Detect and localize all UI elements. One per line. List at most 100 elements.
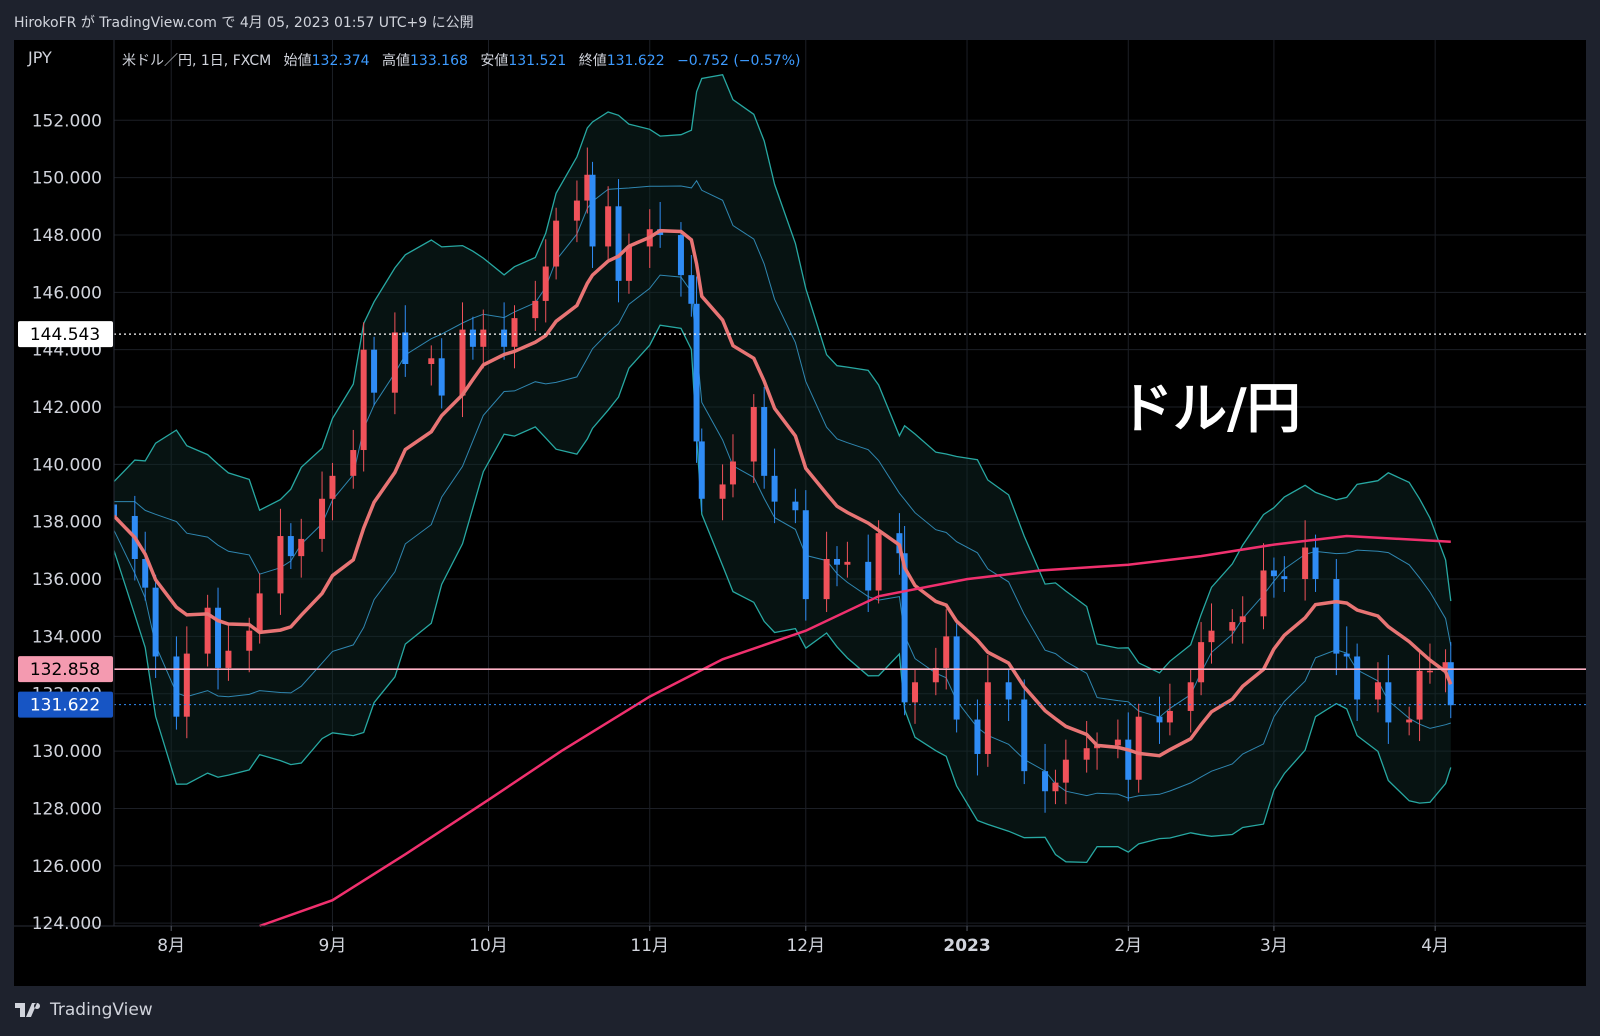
candle-body [469, 329, 476, 347]
candle-body [823, 558, 830, 600]
candle-body [501, 329, 508, 347]
candle-body [329, 475, 336, 499]
candle-body [1114, 739, 1121, 746]
candle-body [1166, 710, 1173, 723]
candle-body [371, 349, 378, 393]
legend-symbol: 米ドル／円, 1日, FXCM [122, 53, 271, 69]
x-tick-label: 3月 [1260, 936, 1288, 956]
candle-body [360, 349, 367, 451]
price-chart[interactable]: 152.000150.000148.000146.000144.000142.0… [14, 40, 1586, 986]
candle-body [1198, 642, 1205, 683]
candle-body [480, 329, 487, 347]
ma-long-line [259, 534, 1451, 928]
candle-body [391, 332, 398, 393]
publication-info: HirokoFR が TradingView.com で 4月 05, 2023… [14, 15, 474, 31]
candle-body [1239, 616, 1246, 623]
candle-body [1442, 662, 1449, 671]
price-axis[interactable]: 152.000150.000148.000146.000144.000142.0… [32, 111, 102, 934]
candle-body [750, 407, 757, 462]
candle-body [729, 461, 736, 485]
legend-low-label: 安値 [480, 53, 508, 69]
tradingview-logo-icon [15, 1003, 41, 1017]
candle-body [1312, 547, 1319, 580]
candle-body [573, 200, 580, 221]
candle-body [511, 318, 518, 347]
candle-body [298, 538, 305, 557]
y-tick-label: 142.000 [32, 398, 102, 418]
candle-body [771, 475, 778, 502]
candle-body [173, 656, 180, 717]
legend-close: 131.622 [607, 53, 665, 69]
x-tick-label: 10月 [469, 936, 508, 956]
y-tick-label: 136.000 [32, 570, 102, 590]
candle-body [1333, 579, 1340, 654]
x-tick-label: 2月 [1114, 936, 1142, 956]
legend-change: −0.752 (−0.57%) [677, 53, 800, 69]
y-tick-label: 130.000 [32, 742, 102, 762]
legend-high: 133.168 [410, 53, 468, 69]
candle-body [625, 246, 632, 281]
y-tick-label: 126.000 [32, 857, 102, 877]
candle-body [183, 653, 190, 717]
candle-body [677, 234, 684, 276]
candle-body [1005, 682, 1012, 700]
candle-body [277, 536, 284, 594]
legend-close-label: 終値 [579, 53, 607, 69]
publication-header: HirokoFR が TradingView.com で 4月 05, 2023… [0, 0, 1600, 40]
legend-low: 131.521 [508, 53, 566, 69]
band-fill [114, 74, 1451, 863]
candle-body [1052, 782, 1059, 792]
candle-body [875, 533, 882, 591]
candle-body [1343, 653, 1350, 657]
x-tick-label: 4月 [1421, 936, 1449, 956]
candle-body [287, 536, 294, 557]
candle-body [1156, 716, 1163, 723]
candle-body [1260, 570, 1267, 617]
footer-bar [0, 990, 1600, 1036]
candle-body [605, 206, 612, 247]
candle-body [204, 607, 211, 654]
y-tick-label: 146.000 [32, 283, 102, 303]
ma-mid-line [112, 228, 1453, 758]
candle-body [319, 498, 326, 539]
candle-body [974, 719, 981, 754]
candle-body [553, 220, 560, 267]
legend-open: 132.374 [312, 53, 370, 69]
candle-body [953, 636, 960, 720]
candle-body [1416, 670, 1423, 720]
legend-high-label: 高値 [382, 52, 410, 69]
dotted-price-tag: 144.543 [30, 325, 100, 345]
candle-body [693, 303, 700, 442]
y-tick-label: 124.000 [32, 914, 102, 934]
chart-panel[interactable]: 152.000 150.000 148.000 146.000 144.000 142.0… [14, 40, 1586, 986]
horizontal-price-tag-background [18, 656, 113, 683]
candle-body [438, 358, 445, 396]
candle-body [1354, 656, 1361, 700]
moving-average-lines [112, 228, 1453, 928]
bollinger-bands [113, 73, 1452, 864]
price-axis-background [14, 40, 114, 926]
footer-brand[interactable]: TradingView [14, 1000, 153, 1020]
candle-body [350, 450, 357, 476]
candle-body [225, 650, 232, 668]
candle-body [932, 667, 939, 683]
last-price-tag: 131.622 [30, 696, 100, 716]
candle-body [246, 630, 253, 651]
y-tick-label: 138.000 [32, 513, 102, 533]
horizontal-price-tag: 132.858 [30, 660, 100, 680]
candle-body [1426, 670, 1433, 673]
symbol-legend[interactable]: 米ドル／円, 1日, FXCM 始値132.374 高値133.168 安値13… [122, 52, 800, 69]
candle-body [589, 174, 596, 247]
y-tick-label: 150.000 [32, 169, 102, 189]
candle-body [142, 558, 149, 588]
currency-label: JPY [27, 48, 52, 67]
time-axis[interactable]: 8月 9月 10月 11月 12月 2023 2月 3月 4月 [157, 926, 1449, 956]
candle-body [1062, 759, 1069, 783]
dotted-price-tag-background [18, 321, 113, 348]
candle-body [152, 587, 159, 657]
y-tick-label: 128.000 [32, 799, 102, 819]
chart-annotation: ドル/円 [1119, 377, 1301, 440]
candle-body [1208, 630, 1215, 643]
candle-body [215, 607, 222, 668]
band-upper-outer [113, 73, 1452, 674]
